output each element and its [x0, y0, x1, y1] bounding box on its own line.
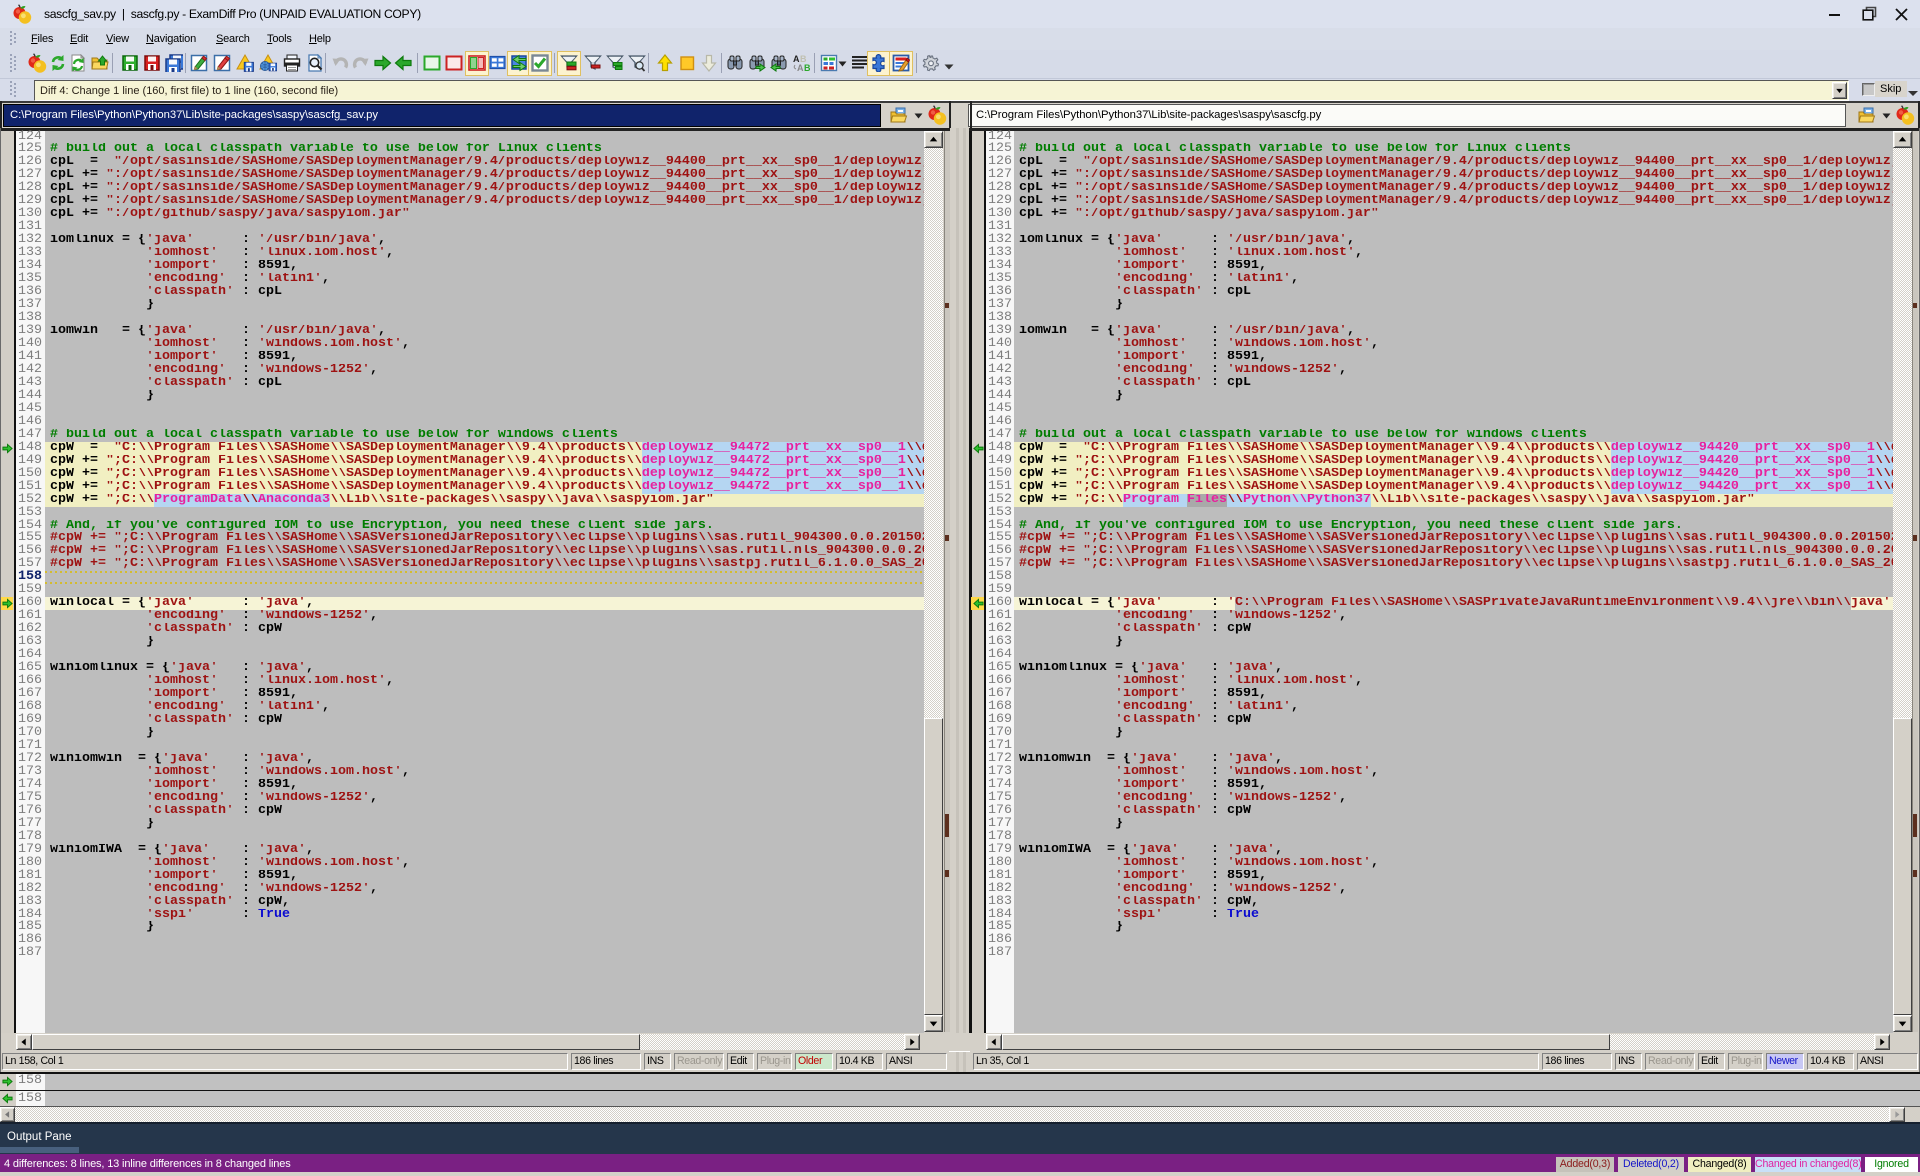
svg-text:B: B — [800, 54, 807, 64]
svg-text:A: A — [793, 54, 800, 64]
svg-text:B: B — [804, 63, 810, 72]
svg-text:A: A — [797, 63, 804, 72]
